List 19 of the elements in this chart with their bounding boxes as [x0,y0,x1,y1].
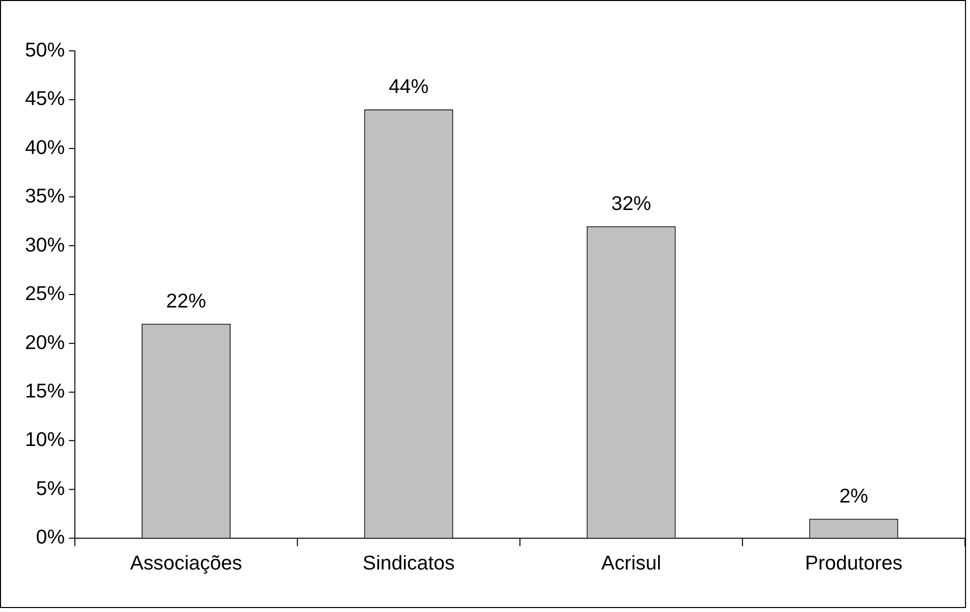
y-tick-label: 15% [24,380,66,403]
data-label: 22% [166,290,206,312]
data-label: 44% [388,76,429,98]
y-tick-label: 0% [36,526,66,549]
y-tick-label: 5% [36,478,66,500]
y-tick-label: 20% [24,332,66,354]
y-tick-label: 10% [24,429,66,452]
data-label: 2% [839,485,868,508]
x-tick-label: Acrisul [601,552,662,575]
y-tick-label: 35% [24,186,66,208]
x-tick-label: Sindicatos [362,552,455,575]
y-tick-label: 45% [24,88,66,110]
x-tick-label: Associações [130,552,242,575]
y-tick-label: 50% [24,39,66,62]
x-tick-label: Produtores [804,552,903,575]
data-label: 32% [611,192,652,215]
y-tick-label: 25% [24,283,66,306]
y-tick-label: 40% [24,136,66,159]
y-tick-label: 30% [24,234,66,256]
